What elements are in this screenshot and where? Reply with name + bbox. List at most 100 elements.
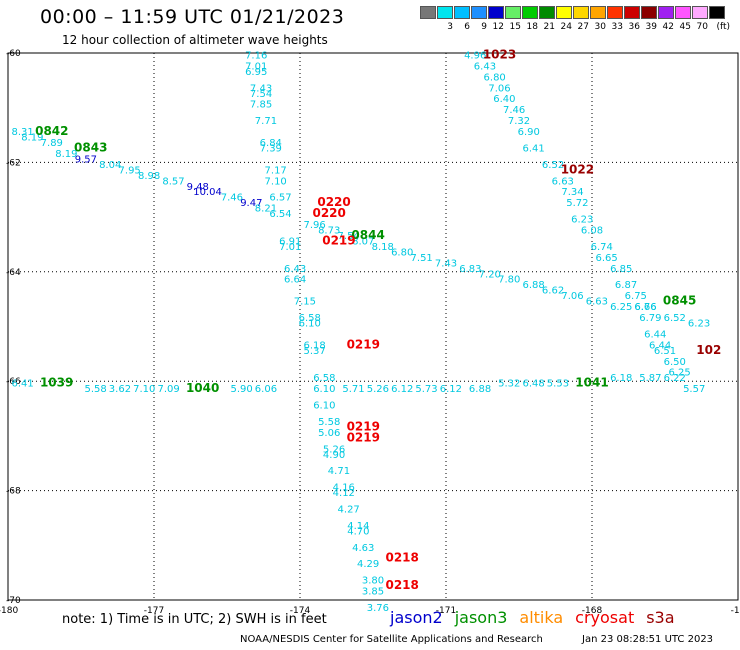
wave-height-value: 6.90	[518, 127, 540, 138]
wave-height-value: 6.63	[586, 297, 608, 308]
wave-height-value: 10.04	[193, 187, 222, 198]
wave-height-value: 6.62	[542, 286, 564, 297]
wave-height-value: 5.58	[84, 384, 106, 395]
wave-height-value: 6.84	[260, 138, 282, 149]
wave-height-value: 7.51	[411, 253, 433, 264]
wave-height-value: 4.96	[464, 50, 486, 61]
wave-height-value: 6.63	[552, 176, 574, 187]
wave-height-value: 5.73	[415, 384, 437, 395]
wave-height-value: 7.16	[245, 50, 267, 61]
page-subtitle: 12 hour collection of altimeter wave hei…	[62, 33, 328, 47]
legend-label: 21	[543, 22, 555, 32]
legend-label: 45	[679, 22, 691, 32]
legend-swatch	[488, 6, 504, 19]
wave-height-value: 4.16	[333, 483, 355, 494]
wave-height-value: 6.64	[284, 275, 306, 286]
satellite-cryosat: cryosat	[575, 608, 635, 627]
wave-height-value: 4.29	[357, 559, 379, 570]
page-title: 00:00 – 11:59 UTC 01/21/2023	[40, 6, 345, 28]
pass-time-label: 0843	[74, 140, 107, 154]
satellite-altika: altika	[519, 608, 564, 627]
pass-time-label: 1022	[561, 162, 594, 176]
wave-height-value: 6.91	[279, 236, 301, 247]
wave-height-value: 6.48	[522, 379, 544, 390]
longitude-tick-label: -171	[436, 606, 456, 616]
legend-label: 27	[577, 22, 589, 32]
wave-height-value: 6.22	[664, 373, 686, 384]
map-frame	[7, 52, 739, 601]
wave-height-value: 3.80	[362, 576, 384, 587]
wave-height-value: 6.41	[11, 379, 33, 390]
wave-height-value: 6.80	[391, 247, 413, 258]
wave-height-value: 6.66	[634, 302, 656, 313]
latitude-tick-label: -64	[6, 268, 21, 278]
legend-label: 36	[628, 22, 640, 32]
legend-swatch	[437, 6, 453, 19]
latitude-tick-label: -66	[6, 377, 21, 387]
wave-height-value: 7.71	[255, 116, 277, 127]
legend-label: 9	[481, 22, 487, 32]
legend-swatch	[556, 6, 572, 19]
wave-height-value: 8.73	[318, 226, 340, 237]
wave-height-value: 6.85	[610, 264, 632, 275]
wave-height-value: 4.71	[328, 466, 350, 477]
legend-unit: (ft)	[716, 22, 730, 32]
wave-height-value: 3.76	[367, 603, 389, 614]
wave-height-value: 3.62	[109, 384, 131, 395]
legend-label: 24	[560, 22, 572, 32]
legend-swatch	[641, 6, 657, 19]
wave-height-value: 5.53	[547, 379, 569, 390]
wave-height-value: 7.15	[294, 297, 316, 308]
wave-height-value: 6.54	[269, 209, 291, 220]
wave-height-value: 4.90	[323, 450, 345, 461]
pass-time-label: 1041	[575, 376, 608, 390]
wave-height-value: 8.19	[21, 133, 43, 144]
wave-height-value: 6.08	[581, 226, 603, 237]
satellite-s3a: s3a	[646, 608, 675, 627]
wave-height-value: 8.18	[372, 242, 394, 253]
wave-height-value: 7.43	[435, 258, 457, 269]
longitude-tick-label: -174	[290, 606, 311, 616]
wave-height-value: 6.50	[664, 357, 686, 368]
wave-height-value: 5.26	[367, 384, 389, 395]
wave-height-value: 5.90	[230, 384, 252, 395]
latitude-tick-label: -70	[6, 596, 21, 606]
wave-height-value: 7.39	[260, 143, 282, 154]
legend-label: 70	[696, 22, 708, 32]
wave-height-value: 4.70	[347, 526, 369, 537]
wave-height-value: 5.71	[342, 384, 364, 395]
wave-height-value: 6.44	[644, 329, 666, 340]
wave-height-value: 8.07	[352, 236, 374, 247]
wave-height-value: 6.83	[459, 264, 481, 275]
wave-height-value: 6.25	[668, 368, 690, 379]
legend-swatch	[420, 6, 436, 19]
legend-swatch	[505, 6, 521, 19]
wave-height-value: 6.51	[654, 346, 676, 357]
wave-height-value: 6.57	[269, 193, 291, 204]
wave-height-value: 6.18	[303, 340, 325, 351]
wave-height-value: 7.34	[561, 187, 583, 198]
longitude-tick-label: -16	[731, 606, 740, 616]
wave-height-value: 6.75	[625, 291, 647, 302]
wave-height-value: 5.32	[498, 379, 520, 390]
wave-height-value: 8.04	[99, 160, 121, 171]
wave-height-value: 6.95	[245, 67, 267, 78]
pass-time-label: 0219	[347, 419, 380, 433]
wave-height-value: 7.01	[279, 242, 301, 253]
wave-height-value: 3.85	[362, 587, 384, 598]
wave-height-value: 7.46	[221, 193, 243, 204]
wave-height-value: 7.43	[250, 83, 272, 94]
units-note: note: 1) Time is in UTC; 2) SWH is in fe…	[62, 612, 327, 627]
legend-swatch	[607, 6, 623, 19]
wave-height-value: 4.63	[352, 543, 374, 554]
latitude-tick-label: -68	[6, 487, 21, 497]
wave-height-value: 6.76	[634, 302, 656, 313]
wave-height-value: 7.10	[133, 384, 155, 395]
pass-time-label: 1039	[40, 376, 73, 390]
wave-height-value: 7.80	[498, 275, 520, 286]
wave-height-value: 6.52	[542, 160, 564, 171]
wave-height-value: 6.23	[571, 215, 593, 226]
wave-height-value: 6.41	[522, 143, 544, 154]
legend-swatch	[675, 6, 691, 19]
